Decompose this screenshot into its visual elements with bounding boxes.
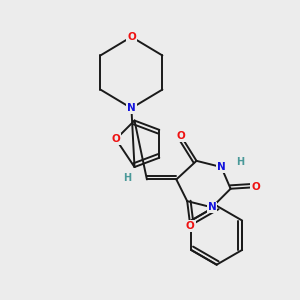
Text: O: O bbox=[177, 131, 185, 141]
Text: O: O bbox=[186, 221, 195, 231]
Text: O: O bbox=[127, 32, 136, 42]
Text: O: O bbox=[251, 182, 260, 192]
Text: N: N bbox=[217, 162, 226, 172]
Text: O: O bbox=[112, 134, 120, 144]
Text: N: N bbox=[208, 202, 216, 212]
Text: N: N bbox=[127, 103, 136, 113]
Text: H: H bbox=[236, 158, 244, 167]
Text: H: H bbox=[123, 173, 131, 183]
